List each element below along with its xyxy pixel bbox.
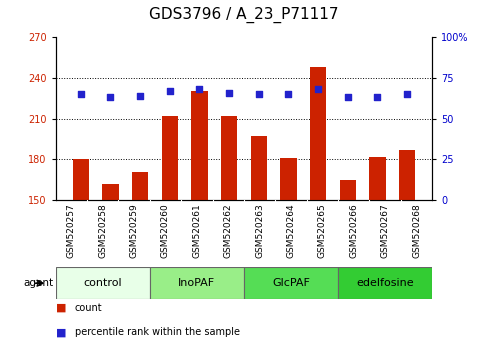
Bar xyxy=(310,67,326,200)
Text: InoPAF: InoPAF xyxy=(178,278,215,288)
Bar xyxy=(72,159,89,200)
Text: GSM520267: GSM520267 xyxy=(381,203,390,258)
Point xyxy=(403,91,411,97)
Bar xyxy=(340,180,356,200)
Point xyxy=(225,90,233,95)
Text: GlcPAF: GlcPAF xyxy=(272,278,310,288)
Bar xyxy=(244,267,338,299)
Text: agent: agent xyxy=(23,278,53,288)
Text: count: count xyxy=(75,303,102,313)
Bar xyxy=(221,116,237,200)
Bar xyxy=(369,156,385,200)
Text: ■: ■ xyxy=(56,327,66,337)
Point xyxy=(166,88,174,94)
Bar xyxy=(191,91,208,200)
Point xyxy=(344,95,352,100)
Point xyxy=(107,95,114,100)
Bar xyxy=(251,136,267,200)
Text: GSM520265: GSM520265 xyxy=(318,203,327,258)
Text: GSM520264: GSM520264 xyxy=(286,203,296,258)
Bar xyxy=(150,267,244,299)
Text: control: control xyxy=(84,278,122,288)
Text: GSM520260: GSM520260 xyxy=(161,203,170,258)
Bar xyxy=(162,116,178,200)
Point xyxy=(136,93,144,99)
Text: GSM520257: GSM520257 xyxy=(67,203,76,258)
Bar xyxy=(338,267,432,299)
Bar xyxy=(102,184,119,200)
Text: GSM520262: GSM520262 xyxy=(224,203,233,258)
Bar xyxy=(132,172,148,200)
Text: GSM520266: GSM520266 xyxy=(349,203,358,258)
Text: GSM520263: GSM520263 xyxy=(255,203,264,258)
Point xyxy=(373,95,381,100)
Point xyxy=(314,86,322,92)
Text: GSM520259: GSM520259 xyxy=(129,203,139,258)
Text: GSM520268: GSM520268 xyxy=(412,203,421,258)
Text: edelfosine: edelfosine xyxy=(356,278,414,288)
Point xyxy=(255,91,263,97)
Point xyxy=(77,91,85,97)
Text: percentile rank within the sample: percentile rank within the sample xyxy=(75,327,240,337)
Text: GSM520258: GSM520258 xyxy=(98,203,107,258)
Bar xyxy=(56,267,150,299)
Text: GSM520261: GSM520261 xyxy=(192,203,201,258)
Point xyxy=(196,86,203,92)
Point xyxy=(284,91,292,97)
Bar xyxy=(280,158,297,200)
Text: GDS3796 / A_23_P71117: GDS3796 / A_23_P71117 xyxy=(149,7,339,23)
Text: ■: ■ xyxy=(56,303,66,313)
Bar xyxy=(399,150,415,200)
